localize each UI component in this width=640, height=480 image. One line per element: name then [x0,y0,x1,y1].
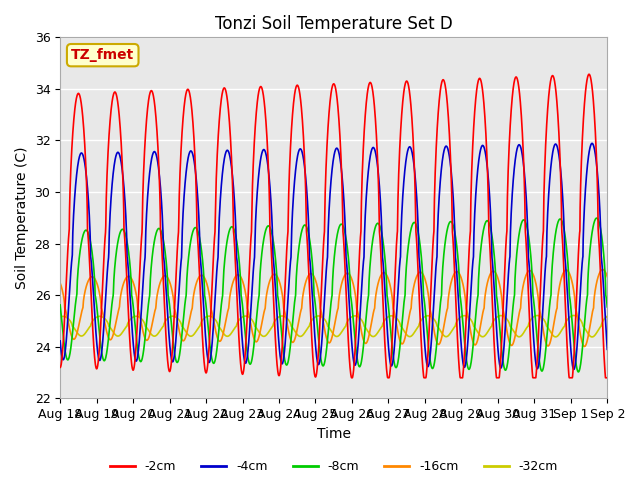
Text: TZ_fmet: TZ_fmet [71,48,134,62]
X-axis label: Time: Time [317,427,351,441]
Legend: -2cm, -4cm, -8cm, -16cm, -32cm: -2cm, -4cm, -8cm, -16cm, -32cm [104,455,563,478]
Title: Tonzi Soil Temperature Set D: Tonzi Soil Temperature Set D [215,15,452,33]
Y-axis label: Soil Temperature (C): Soil Temperature (C) [15,146,29,289]
